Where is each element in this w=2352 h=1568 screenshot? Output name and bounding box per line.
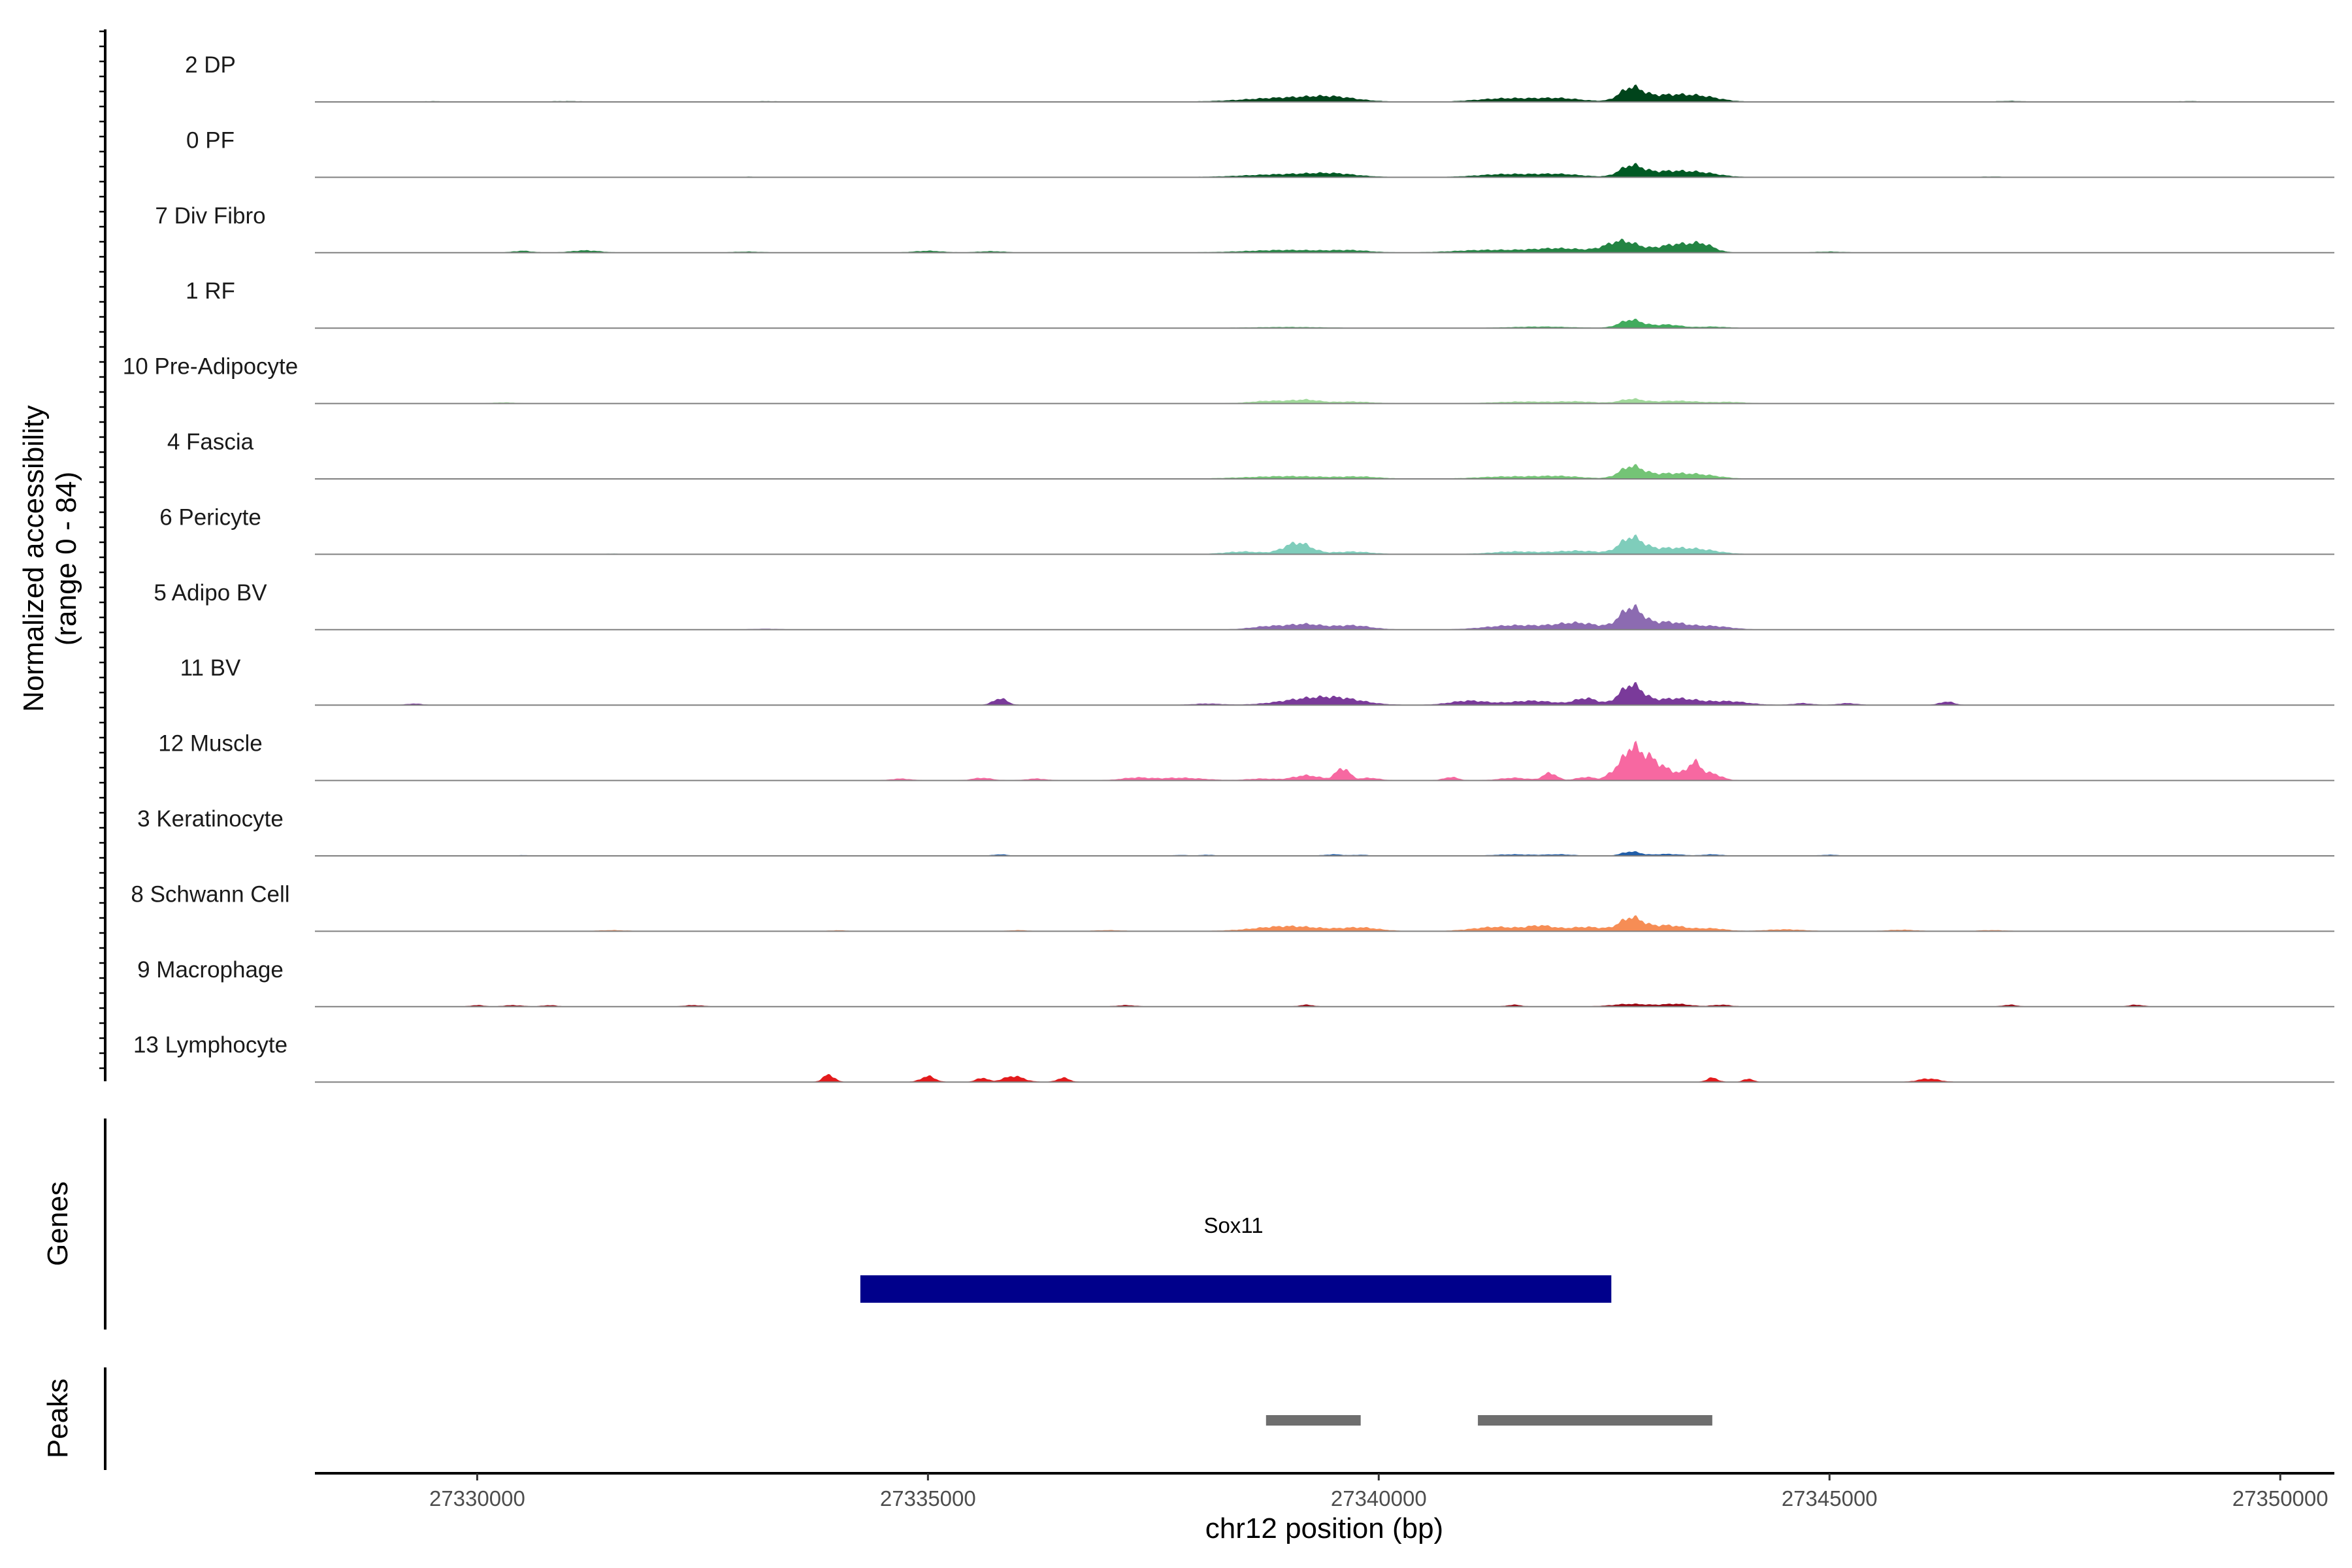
track-9: 11 BV [180,655,2334,706]
coverage-area [315,740,2334,781]
track-13: 9 Macrophage [137,957,2334,1007]
coverage-area [315,84,2334,103]
track-label: 0 PF [186,127,235,153]
coverage-area [315,915,2334,932]
genes-panel-title: Genes [42,1181,74,1266]
track-3: 7 Div Fibro [155,203,2334,253]
track-4: 1 RF [186,278,2334,329]
track-label: 2 DP [185,52,236,78]
coverage-area [315,398,2334,404]
track-label: 12 Muscle [158,731,263,757]
track-14: 13 Lymphocyte [133,1032,2334,1083]
coverage-area [315,163,2334,178]
track-label: 8 Schwann Cell [131,881,289,907]
y-axis-title: Normalized accessibility [18,405,50,711]
track-label: 10 Pre-Adipocyte [123,354,298,380]
coverage-area [315,238,2334,253]
track-12: 8 Schwann Cell [131,881,2334,932]
track-5: 10 Pre-Adipocyte [123,354,2334,404]
track-label: 1 RF [186,278,235,304]
track-label: 4 Fascia [167,429,254,455]
x-tick-label: 27330000 [429,1486,525,1511]
coverage-area [315,464,2334,480]
gene-annotation: Sox11 [860,1213,1612,1303]
track-8: 5 Adipo BV [154,580,2334,630]
track-7: 6 Pericyte [159,504,2334,555]
coverage-area [315,604,2334,630]
gene-body [860,1275,1612,1303]
track-6: 4 Fascia [167,429,2334,480]
gene-name: Sox11 [1203,1213,1263,1237]
track-1: 2 DP [185,52,2334,103]
coverage-area [315,681,2334,706]
track-label: 13 Lymphocyte [133,1032,287,1058]
x-axis-title: chr12 position (bp) [1205,1512,1443,1544]
track-2: 0 PF [186,127,2334,178]
track-label: 5 Adipo BV [154,580,267,606]
x-tick-label: 27350000 [2232,1486,2328,1511]
peak-region [1478,1415,1712,1426]
peak-regions [1266,1415,1712,1426]
x-tick-label: 27345000 [1782,1486,1878,1511]
track-label: 3 Keratinocyte [137,806,284,832]
track-label: 7 Div Fibro [155,203,265,229]
track-label: 9 Macrophage [137,957,284,983]
x-axis-ticks: 27330000 27335000 27340000 27345000 27350000 [429,1473,2328,1511]
coverage-area [315,534,2334,555]
track-10: 12 Muscle [158,731,2334,781]
peaks-panel-title: Peaks [42,1379,74,1458]
coverage-area [315,1073,2334,1083]
coverage-area [315,318,2334,329]
coverage-y-axis [99,29,106,1081]
x-tick-label: 27335000 [880,1486,976,1511]
coverage-tracks: 2 DP 0 PF 7 Div Fibro 1 RF 10 Pre-Adipocyte 4… [123,52,2334,1083]
track-label: 11 BV [180,655,241,681]
y-axis-range: (range 0 - 84) [50,472,82,646]
track-11: 3 Keratinocyte [137,806,2334,857]
track-label: 6 Pericyte [159,504,261,530]
peak-region [1266,1415,1361,1426]
x-tick-label: 27340000 [1331,1486,1427,1511]
